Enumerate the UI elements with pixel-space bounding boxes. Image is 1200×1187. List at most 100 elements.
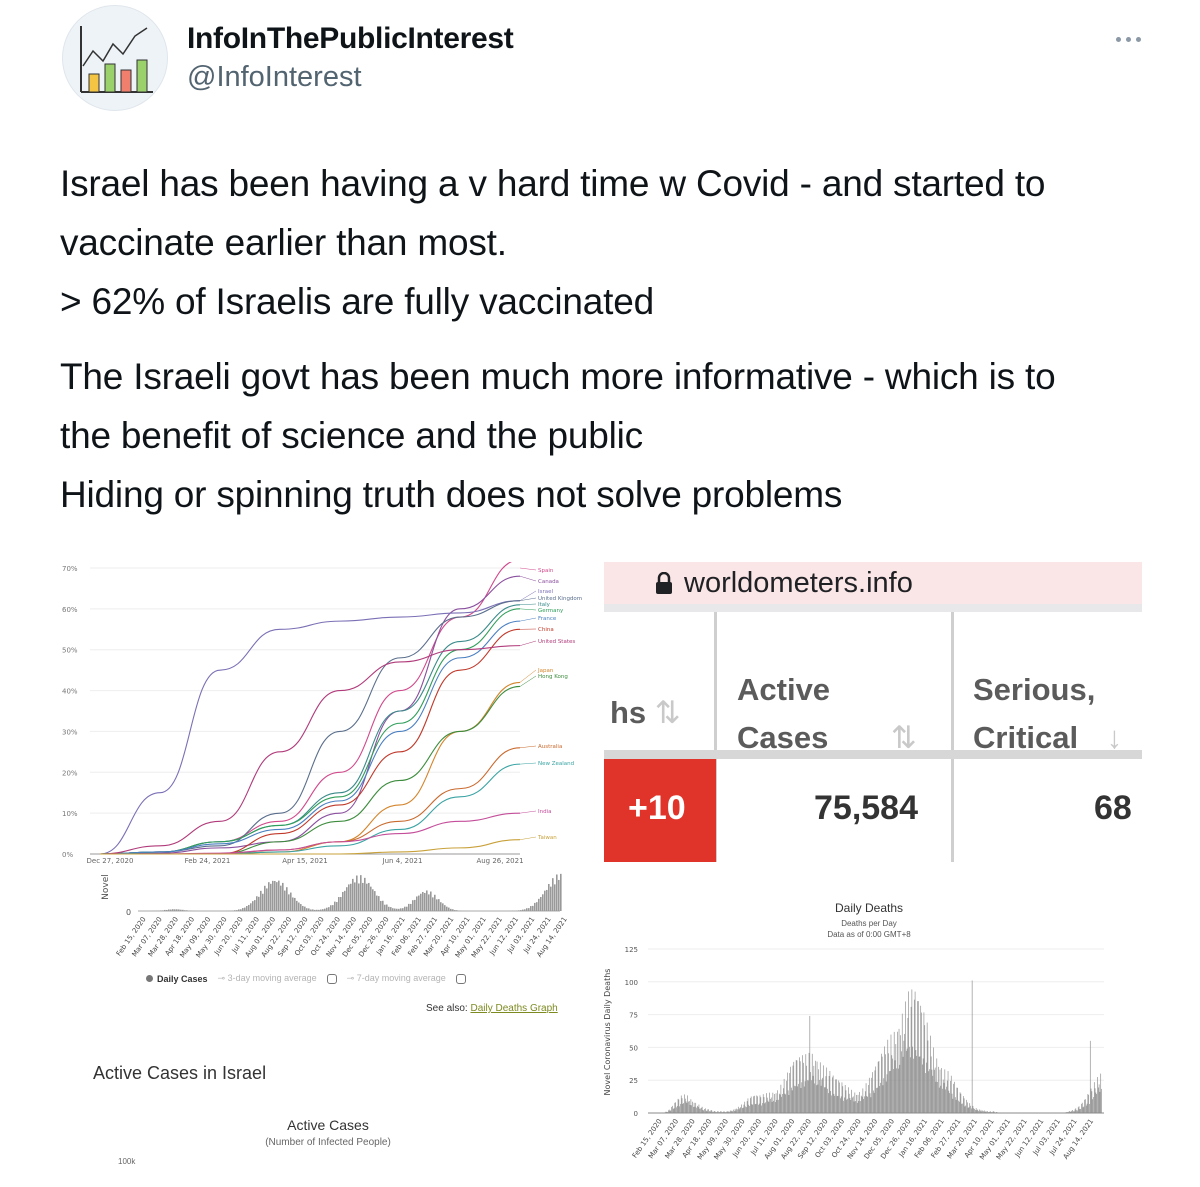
daily-death-bar	[952, 1094, 953, 1113]
daily-death-bar	[735, 1109, 736, 1113]
daily-death-bar	[792, 1090, 793, 1113]
daily-case-bar	[370, 887, 372, 911]
more-options-button[interactable]	[1108, 24, 1148, 54]
browser-address-bar[interactable]: worldometers.info	[604, 562, 1142, 604]
daily-death-bar	[950, 1081, 951, 1113]
daily-death-bar	[818, 1069, 819, 1113]
checkbox-3day[interactable]	[327, 974, 337, 984]
daily-case-bar	[322, 909, 324, 911]
daily-death-bar	[670, 1111, 671, 1113]
daily-death-bar	[702, 1107, 703, 1113]
daily-death-bar	[965, 1106, 966, 1113]
worldometers-panel[interactable]: worldometers.info hs ⇅ Active Cases ⇅ Se…	[604, 562, 1142, 862]
legend-3day[interactable]: ⊸ 3-day moving average	[218, 973, 317, 984]
daily-death-bar	[853, 1096, 854, 1113]
display-name[interactable]: InfoInThePublicInterest	[187, 20, 513, 58]
daily-death-bar	[893, 1069, 894, 1113]
daily-death-bar	[667, 1112, 668, 1113]
daily-case-bar	[294, 898, 296, 911]
daily-case-bar	[452, 909, 454, 911]
daily-death-bar	[756, 1104, 757, 1113]
daily-death-bar	[866, 1083, 867, 1113]
daily-death-bar	[763, 1094, 764, 1113]
daily-death-bar	[844, 1098, 845, 1113]
legend-leader	[520, 568, 536, 570]
daily-case-bar	[532, 906, 534, 911]
daily-cases-chart: Novel0Feb 15, 2020Mar 07, 2020Mar 28, 20…	[60, 867, 596, 967]
daily-death-bar	[755, 1104, 756, 1113]
daily-cases-panel[interactable]: Novel 0 Feb 15, 2020 Mar 07, 2020 Mar 28, 20…	[60, 867, 596, 1170]
legend-label: 7-day moving average	[357, 973, 446, 983]
daily-death-bar	[822, 1078, 823, 1113]
daily-death-bar	[789, 1095, 790, 1113]
daily-death-bar	[858, 1095, 859, 1113]
checkbox-7day[interactable]	[456, 974, 466, 984]
daily-case-bar	[404, 907, 406, 911]
daily-death-bar	[912, 1047, 913, 1113]
daily-death-bar	[994, 1112, 995, 1113]
daily-case-bar	[270, 884, 272, 911]
daily-death-bar	[800, 1061, 801, 1113]
column-header-active-cases[interactable]: Active Cases ⇅	[737, 666, 917, 762]
y-tick-label: 40%	[62, 688, 78, 696]
daily-case-bar	[334, 902, 336, 911]
legend-daily-cases[interactable]: Daily Cases	[146, 974, 208, 984]
daily-case-bar	[166, 910, 168, 911]
daily-death-bar	[963, 1096, 964, 1113]
daily-death-bar	[979, 1110, 980, 1113]
legend-label: Taiwan	[537, 835, 557, 841]
media-grid[interactable]: 0% 10% 20% 30% 40% 50% 60% 70% Dec 27, 2020 Feb 2…	[60, 562, 1142, 1170]
daily-deaths-graph-link[interactable]: Daily Deaths Graph	[470, 1003, 557, 1014]
daily-death-bar	[895, 1060, 896, 1113]
daily-case-bar	[258, 897, 260, 911]
daily-death-bar	[665, 1112, 666, 1113]
url-text[interactable]: worldometers.info	[684, 567, 913, 600]
daily-death-bar	[854, 1101, 855, 1113]
daily-death-bar	[738, 1107, 739, 1113]
daily-case-bar	[250, 903, 252, 911]
sort-icon[interactable]: ↓	[1107, 720, 1123, 755]
daily-case-bar	[288, 894, 290, 911]
daily-death-bar	[692, 1102, 693, 1113]
daily-death-bar	[863, 1099, 864, 1113]
daily-case-bar	[534, 903, 536, 911]
daily-deaths-panel[interactable]: Daily Deaths Deaths per Day Data as of 0…	[596, 867, 1142, 1170]
author-block[interactable]: InfoInThePublicInterest @InfoInterest	[187, 20, 513, 95]
daily-death-bar	[691, 1105, 692, 1113]
daily-death-bar	[945, 1069, 946, 1113]
daily-death-bar	[736, 1110, 737, 1113]
daily-death-bar	[904, 1041, 905, 1113]
daily-case-bar	[180, 910, 182, 911]
daily-death-bar	[818, 1085, 819, 1113]
daily-case-bar	[186, 910, 188, 911]
column-header-deaths[interactable]: hs ⇅	[610, 689, 681, 737]
legend-label: 3-day moving average	[228, 973, 317, 983]
legend-label: Germany	[538, 608, 564, 614]
daily-death-bar	[945, 1089, 946, 1113]
daily-death-bar	[746, 1107, 747, 1113]
sort-icon[interactable]: ⇅	[655, 695, 681, 730]
vaccination-chart-panel[interactable]: 0% 10% 20% 30% 40% 50% 60% 70% Dec 27, 2020 Feb 2…	[60, 562, 590, 867]
y-tick-label: 10%	[62, 810, 78, 818]
daily-death-bar	[730, 1111, 731, 1113]
daily-death-bar	[838, 1096, 839, 1113]
daily-death-bar	[690, 1105, 691, 1113]
user-handle[interactable]: @InfoInterest	[187, 59, 513, 95]
daily-death-bar	[675, 1102, 676, 1113]
daily-death-bar	[712, 1112, 713, 1113]
legend-7day[interactable]: ⊸ 7-day moving average	[347, 973, 446, 984]
daily-case-bar	[442, 903, 444, 911]
daily-death-bar	[810, 1072, 811, 1113]
sort-icon[interactable]: ⇅	[891, 720, 917, 755]
column-header-serious-critical[interactable]: Serious, Critical ↓	[973, 666, 1122, 762]
daily-case-bar	[328, 907, 330, 911]
daily-case-bar	[246, 906, 248, 911]
daily-death-bar	[894, 1032, 895, 1113]
daily-death-bar	[992, 1112, 993, 1113]
daily-death-bar	[867, 1097, 868, 1113]
daily-death-bar	[814, 1066, 815, 1113]
daily-death-bar	[791, 1088, 792, 1113]
daily-case-bar	[306, 908, 308, 911]
avatar[interactable]	[62, 5, 168, 111]
daily-death-bar	[995, 1112, 996, 1113]
